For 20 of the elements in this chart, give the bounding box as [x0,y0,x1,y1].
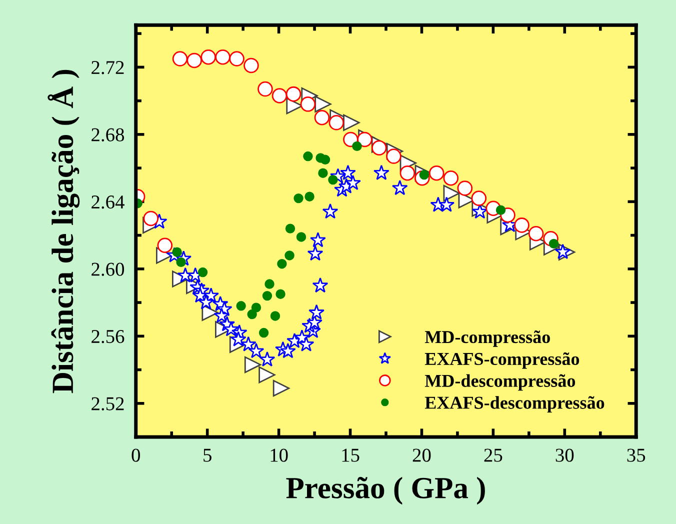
y-tick-label: 2.60 [92,262,124,276]
legend-label: EXAFS-descompressão [424,396,604,413]
x-axis-title: Pressão ( GPa ) [286,476,485,505]
x-tick-label: 25 [484,448,502,462]
x-tick-label: 15 [342,448,360,462]
x-tick-label: 10 [270,448,288,462]
legend-label: EXAFS-compressão [424,352,580,369]
x-tick-label: 0 [132,448,140,462]
y-tick-label: 2.52 [92,397,124,410]
legend-label: MD-descompressão [424,374,576,391]
y-tick-label: 2.68 [92,128,124,142]
y-axis-title: Distância de ligação ( Å ) [48,70,80,394]
x-tick-label: 20 [412,448,431,462]
x-tick-label: 5 [204,448,212,462]
legend-label: MD-compressão [424,330,550,347]
x-tick-label: 30 [556,448,574,462]
y-tick-label: 2.56 [92,330,124,344]
x-tick-label: 35 [627,448,646,462]
y-tick-label: 2.72 [92,61,124,74]
y-tick-label: 2.64 [92,196,124,209]
